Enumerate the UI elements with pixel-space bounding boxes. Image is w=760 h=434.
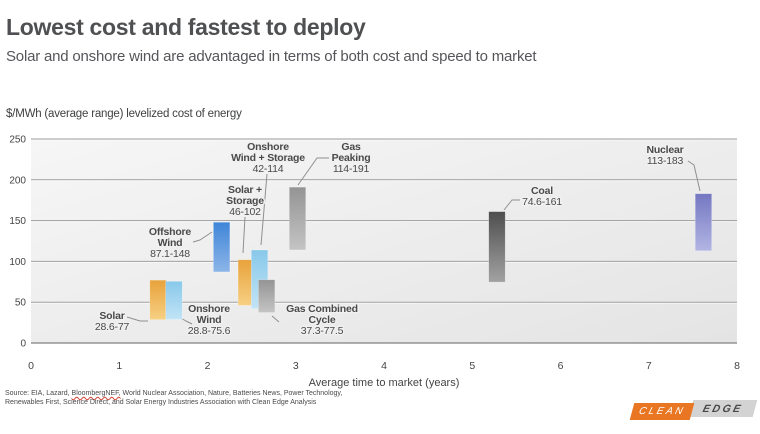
bar-label-onshore-wind: Onshore Wind 28.8-75.6 xyxy=(188,303,231,337)
bar-gas-combined-cycle xyxy=(258,279,276,313)
y-tick-100: 100 xyxy=(9,257,26,268)
y-axis-unit-label: $/MWh (average range) levelized cost of … xyxy=(6,108,242,120)
y-tick-0: 0 xyxy=(20,339,26,350)
x-axis-title: Average time to market (years) xyxy=(309,377,460,389)
callout-onshore-wind-storage xyxy=(260,173,268,246)
y-tick-50: 50 xyxy=(15,298,27,309)
bar-label-coal: Coal 74.6-161 xyxy=(522,185,562,208)
y-tick-200: 200 xyxy=(9,175,26,186)
callout-gas-combined-cycle xyxy=(271,315,280,323)
bar-label-offshore-wind: Offshore Wind 87.1-148 xyxy=(149,226,192,260)
callout-solar-storage xyxy=(242,216,246,254)
callout-gas-peaking xyxy=(297,157,329,186)
bar-onshore-wind xyxy=(165,281,183,320)
bar-label-solar: Solar 28.6-77 xyxy=(95,310,130,333)
bar-nuclear xyxy=(694,193,713,252)
bar-label-solar-storage: Solar + Storage 46-102 xyxy=(226,184,264,218)
x-tick-5: 5 xyxy=(469,360,475,372)
bar-label-onshore-wind-storage: Onshore Wind + Storage 42-114 xyxy=(231,141,305,175)
page-title: Lowest cost and fastest to deploy xyxy=(6,14,366,40)
page-subtitle: Solar and onshore wind are advantaged in… xyxy=(6,48,537,65)
bar-label-gas-peaking: Gas Peaking 114-191 xyxy=(332,141,371,175)
y-tick-150: 150 xyxy=(9,216,26,227)
x-tick-3: 3 xyxy=(293,360,299,372)
bar-coal xyxy=(488,211,506,283)
bar-label-nuclear: Nuclear 113-183 xyxy=(646,144,683,167)
bar-offshore-wind xyxy=(213,221,231,273)
callout-nuclear xyxy=(687,160,701,192)
bar-gas-peaking xyxy=(288,186,307,251)
callout-offshore-wind xyxy=(192,231,213,243)
bar-label-gas-combined-cycle: Gas Combined Cycle 37.3-77.5 xyxy=(286,303,358,337)
x-tick-1: 1 xyxy=(116,360,122,372)
source-note: Source: EIA, Lazard, BloombergNEF, World… xyxy=(5,390,425,407)
x-tick-6: 6 xyxy=(558,360,564,372)
x-tick-4: 4 xyxy=(381,360,387,372)
x-tick-0: 0 xyxy=(28,360,34,372)
callout-solar xyxy=(126,316,148,322)
x-tick-2: 2 xyxy=(205,360,211,372)
source-flagged-word: BloombergNEF, xyxy=(71,390,121,397)
bar-solar xyxy=(149,279,167,320)
source-prefix: Source: EIA, Lazard, xyxy=(5,390,72,397)
source-line1-rest: World Nuclear Association, Nature, Batte… xyxy=(120,390,343,397)
callout-coal xyxy=(503,199,520,211)
plot-background xyxy=(31,139,737,343)
source-line-1: Source: EIA, Lazard, BloombergNEF, World… xyxy=(5,390,425,399)
x-tick-8: 8 xyxy=(734,360,740,372)
y-tick-250: 250 xyxy=(9,135,26,146)
source-line-2: Renewables First, Science Direct, and So… xyxy=(5,398,317,406)
x-tick-7: 7 xyxy=(646,360,652,372)
